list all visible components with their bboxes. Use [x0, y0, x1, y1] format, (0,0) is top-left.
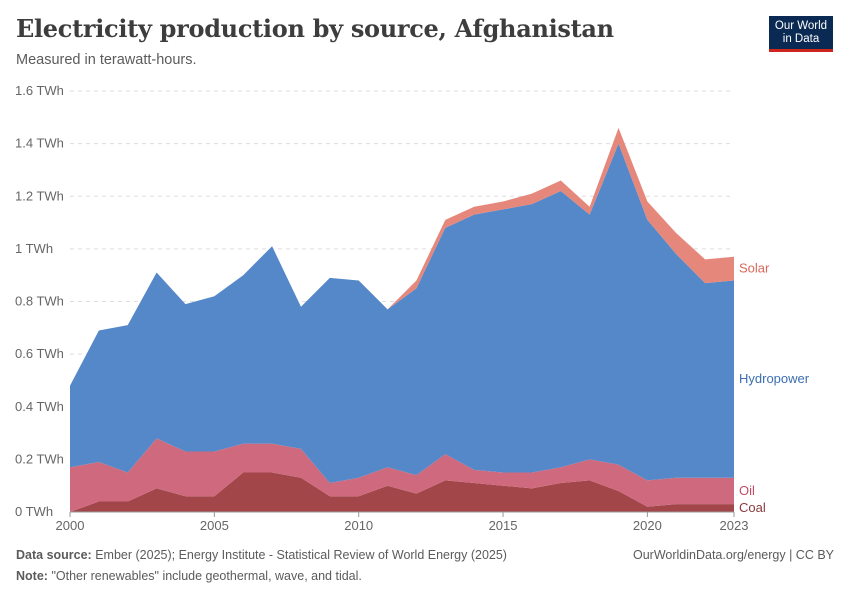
- data-source-label: Data source:: [16, 548, 92, 562]
- area-coal[interactable]: [70, 472, 734, 512]
- chart-subtitle: Measured in terawatt-hours.: [16, 52, 197, 68]
- x-tick-label: 2015: [489, 518, 518, 533]
- chart-note: Note: "Other renewables" include geother…: [16, 569, 362, 583]
- y-tick-label: 1.4 TWh: [15, 136, 64, 151]
- logo-line-2: in Data: [782, 32, 820, 45]
- axes: 0 TWh 0.2 TWh 0.4 TWh 0.6 TWh 0.8 TWh 1 TWh 1.…: [15, 83, 748, 533]
- series-label-oil: Oil: [739, 483, 755, 498]
- y-tick-label: 0.6 TWh: [15, 346, 64, 361]
- y-tick-label: 0 TWh: [15, 504, 53, 519]
- owid-logo[interactable]: Our World in Data: [769, 16, 833, 52]
- note-text: "Other renewables" include geothermal, w…: [51, 569, 362, 583]
- x-tick-label: 2020: [633, 518, 662, 533]
- series-labels: Coal Oil Hydropower Solar: [739, 261, 810, 515]
- y-tick-label: 1 TWh: [15, 241, 53, 256]
- y-tick-label: 1.2 TWh: [15, 188, 64, 203]
- series-label-solar: Solar: [739, 261, 770, 276]
- chart-title: Electricity production by source, Afghan…: [16, 14, 614, 43]
- series-label-coal: Coal: [739, 500, 766, 515]
- data-source-text: Ember (2025); Energy Institute - Statist…: [95, 548, 507, 562]
- area-hydropower[interactable]: [70, 143, 734, 484]
- x-tick-label: 2005: [200, 518, 229, 533]
- data-source: Data source: Ember (2025); Energy Instit…: [16, 548, 507, 562]
- logo-line-1: Our World: [774, 19, 828, 32]
- site-credit[interactable]: OurWorldinData.org/energy | CC BY: [632, 548, 834, 562]
- y-tick-label: 1.6 TWh: [15, 83, 64, 98]
- y-tick-label: 0.8 TWh: [15, 294, 64, 309]
- x-tick-label: 2010: [344, 518, 373, 533]
- area-oil[interactable]: [70, 438, 734, 512]
- x-tick-label: 2023: [720, 518, 749, 533]
- note-label: Note:: [16, 569, 48, 583]
- stacked-areas: [70, 127, 734, 512]
- y-tick-label: 0.2 TWh: [15, 451, 64, 466]
- area-solar[interactable]: [70, 127, 734, 386]
- series-label-hydropower: Hydropower: [739, 371, 810, 386]
- y-tick-label: 0.4 TWh: [15, 399, 64, 414]
- x-tick-label: 2000: [56, 518, 85, 533]
